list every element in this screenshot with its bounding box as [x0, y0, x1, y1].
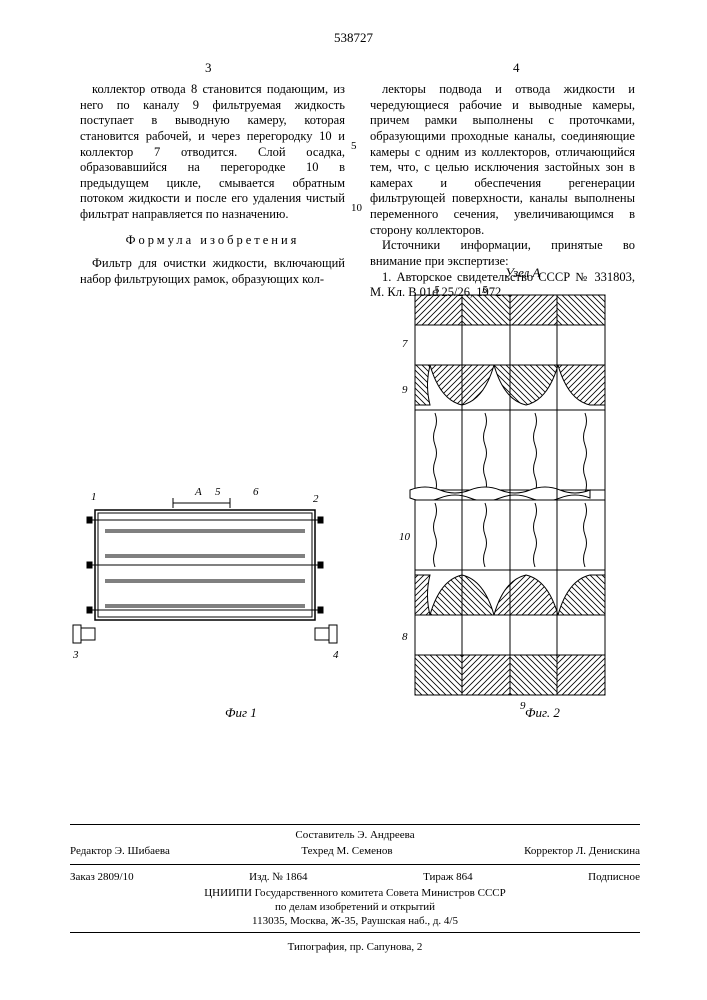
left-paragraph-1: коллектор отвода 8 становится подающим, … [80, 82, 345, 223]
figure-2-caption: Фиг. 2 [525, 705, 560, 721]
footer-compiler: Составитель Э. Андреева [70, 829, 640, 843]
fig2-ref-5b: 5 [482, 285, 488, 296]
text-column-left: коллектор отвода 8 становится подающим, … [80, 82, 345, 288]
column-number-left: 3 [205, 60, 212, 76]
figure-1-svg: 1 2 3 4 5 6 A [65, 440, 345, 720]
text-column-right: лекторы подвода и отвода жидкости и чере… [370, 82, 635, 301]
left-paragraph-2: Фильтр для очистки жидкости, включающий … [80, 256, 345, 287]
fig2-ref-8: 8 [402, 631, 408, 643]
fig1-ref-3: 3 [72, 649, 79, 661]
fig2-ref-9a: 9 [402, 384, 408, 396]
footer-izd: Изд. № 1864 [249, 871, 307, 885]
footer-block: Составитель Э. Андреева Редактор Э. Шиба… [70, 820, 640, 955]
footer-order: Заказ 2809/10 [70, 871, 134, 885]
footer-org2: по делам изобретений и открытий [70, 901, 640, 915]
footer-sub: Подписное [588, 871, 640, 885]
footer-editor: Редактор Э. Шибаева [70, 845, 170, 859]
fig2-ref-10: 10 [399, 531, 411, 543]
figures-region: Узел А [80, 400, 640, 750]
right-paragraph-2: Источники информации, принятые во вниман… [370, 238, 635, 269]
fig1-ref-A: A [194, 486, 202, 498]
footer-tirage: Тираж 864 [423, 871, 473, 885]
fig1-ref-5: 5 [215, 486, 221, 498]
uzel-a-label: Узел А [505, 265, 540, 281]
formula-title: Формула изобретения [80, 233, 345, 249]
fig1-ref-4: 4 [333, 649, 339, 661]
footer-org1: ЦНИИПИ Государственного комитета Совета … [70, 887, 640, 901]
footer-techred: Техред М. Семенов [301, 845, 392, 859]
fig1-ref-2: 2 [313, 493, 319, 505]
line-mark-10: 10 [351, 202, 362, 216]
column-number-right: 4 [513, 60, 520, 76]
line-mark-5: 5 [351, 140, 357, 154]
patent-page: 538727 3 4 5 10 коллектор отвода 8 стано… [0, 0, 707, 1000]
fig1-ref-6: 6 [253, 486, 259, 498]
right-paragraph-1: лекторы подвода и отвода жидкости и чере… [370, 82, 635, 238]
document-number: 538727 [0, 30, 707, 46]
fig1-ref-1: 1 [91, 491, 97, 503]
figure-2-svg: 5 5 7 8 9 9 10 [390, 285, 620, 715]
fig2-ref-7: 7 [402, 338, 408, 350]
footer-corrector: Корректор Л. Денискина [524, 845, 640, 859]
fig2-ref-5a: 5 [434, 285, 440, 296]
figure-1-caption: Фиг 1 [225, 705, 257, 721]
footer-typo: Типография, пр. Сапунова, 2 [70, 941, 640, 955]
footer-addr: 113035, Москва, Ж-35, Раушская наб., д. … [70, 915, 640, 929]
